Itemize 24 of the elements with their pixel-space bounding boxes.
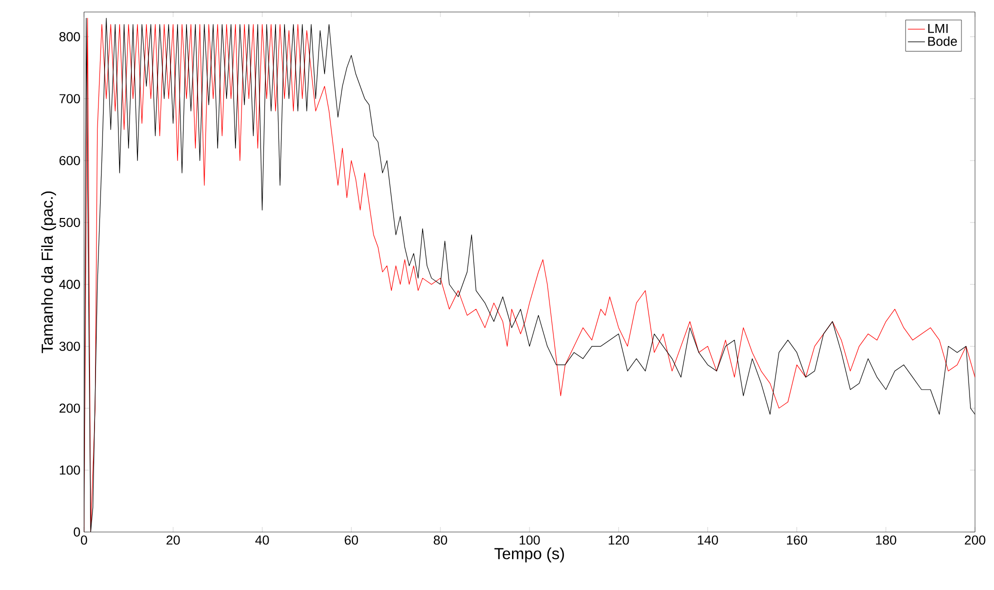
y-tick-label: 800 xyxy=(59,32,80,42)
y-tick-label: 200 xyxy=(60,404,80,413)
x-tick-label: 60 xyxy=(344,536,358,545)
x-tick-label: 180 xyxy=(876,536,896,545)
y-tick-label: 300 xyxy=(59,342,80,351)
x-tick-label: 140 xyxy=(698,536,718,545)
y-axis-title: Tamanho da Fila (pac.) xyxy=(41,192,56,354)
y-tick-label: 0 xyxy=(74,527,80,537)
legend-label: Bode xyxy=(928,36,957,46)
x-tick-label: 200 xyxy=(964,536,986,545)
legend-label: LMI xyxy=(928,24,948,33)
x-tick-label: 120 xyxy=(608,536,629,545)
x-tick-label: 80 xyxy=(434,536,448,545)
x-tick-label: 0 xyxy=(80,536,88,545)
y-tick-label: 600 xyxy=(60,156,80,166)
x-tick-label: 20 xyxy=(166,536,180,545)
y-tick-label: 400 xyxy=(59,280,80,289)
x-tick-label: 100 xyxy=(520,536,540,545)
x-axis-title: Tempo (s) xyxy=(494,548,564,562)
y-tick-label: 500 xyxy=(59,218,80,228)
y-tick-label: 100 xyxy=(60,466,80,475)
x-tick-label: 160 xyxy=(786,536,808,545)
y-tick-label: 700 xyxy=(60,94,80,104)
x-tick-label: 40 xyxy=(255,536,269,545)
